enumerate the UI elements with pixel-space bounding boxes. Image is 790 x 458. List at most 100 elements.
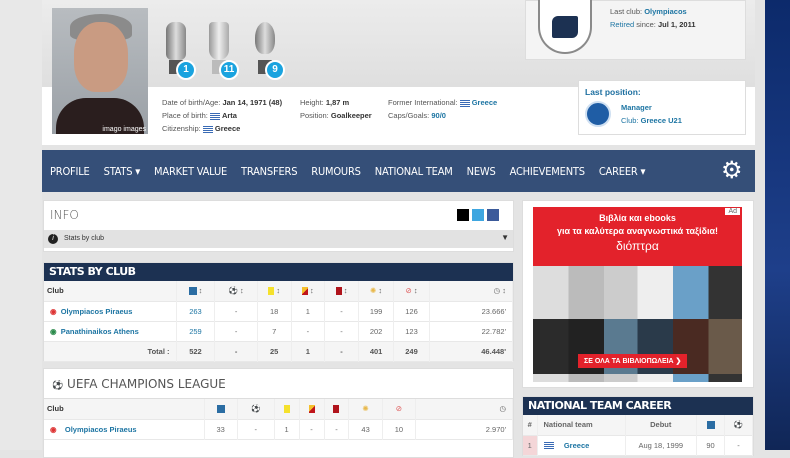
clean-sheets-icon[interactable]: ⊘ ↕ [393, 281, 430, 301]
second-yellow-icon [299, 399, 325, 419]
minutes-clock-icon: ◷ [415, 399, 513, 419]
pob-value: Arta [221, 111, 237, 120]
cell: 202 [358, 321, 395, 341]
nav-achievements[interactable]: ACHIEVEMENTS [509, 164, 585, 178]
second-yellow-icon[interactable]: ↕ [291, 281, 326, 301]
total-row: Total : 522-25 1-401 249 46.448' [44, 341, 514, 361]
retired-link[interactable]: Retired [610, 20, 635, 29]
side-advertisement[interactable] [765, 0, 790, 450]
stats-dropdown[interactable]: i Stats by club ▼ [44, 230, 513, 248]
cell: - [324, 341, 359, 361]
clean-sheets-icon: ⊘ [382, 399, 417, 419]
height-label: Height: [300, 98, 324, 107]
cell[interactable]: 259 [176, 321, 216, 341]
cup-trophy-icon[interactable]: 9 [251, 22, 285, 80]
cell: 126 [393, 301, 430, 321]
cell: 90 [696, 435, 725, 455]
info-title: INFO [50, 208, 79, 222]
red-card-icon[interactable]: ↕ [324, 281, 359, 301]
player-nav-bar: PROFILE STATS ▾ MARKET VALUE TRANSFERS R… [42, 150, 755, 192]
trophy-count: 1 [176, 60, 196, 80]
stats-by-club: STATS BY CLUB Club ↕ ⚽ ↕ ↕ ↕ ↕ ✺ ↕ ⊘ ↕ ◷… [43, 262, 514, 361]
retired-boots-icon [538, 0, 592, 54]
cell: - [214, 341, 258, 361]
book-advertisement[interactable]: Ad Βιβλία και ebooks για τα καλύτερα ανα… [533, 207, 742, 382]
nav-market-value[interactable]: MARKET VALUE [154, 164, 228, 178]
greece-flag-icon [543, 442, 554, 450]
nav-news[interactable]: NEWS [466, 164, 496, 178]
last-position-box: Last position: Manager Club: Greece U21 [578, 80, 746, 135]
cell: 401 [358, 341, 395, 361]
cell: 22.782' [429, 321, 514, 341]
club-header[interactable]: Club [44, 281, 177, 301]
cell: - [724, 435, 753, 455]
national-team-career: NATIONAL TEAM CAREER # National team Deb… [522, 396, 754, 456]
league-trophy-icon[interactable]: 11 [205, 22, 239, 80]
last-club-label: Last club: [610, 7, 643, 16]
ad-cta-button[interactable]: ΣΕ ΟΛΑ ΤΑ ΒΙΒΛΙΟΠΩΛΕΙΑ ❯ [578, 354, 688, 368]
info-col-3: Former International: Greece Caps/Goals:… [388, 96, 497, 122]
table-row: 1 Greece Aug 18, 1999 90 - [523, 435, 753, 455]
appearances-icon[interactable]: ↕ [176, 281, 216, 301]
cell: 522 [176, 341, 216, 361]
facebook-share-icon[interactable] [487, 209, 499, 221]
cell: - [214, 321, 258, 341]
club-link[interactable]: ◉ Olympiacos Piraeus [44, 419, 205, 439]
goals-icon[interactable]: ⚽ ↕ [214, 281, 258, 301]
twitter-share-icon[interactable] [472, 209, 484, 221]
goals-icon: ⚽ [237, 399, 275, 419]
greece-flag-icon [459, 99, 470, 107]
last-club-link[interactable]: Olympiacos [644, 7, 687, 16]
cell: 10 [382, 419, 417, 439]
player-photo: imago images [52, 8, 148, 134]
dob-label: Date of birth/Age: [162, 98, 221, 107]
cell[interactable]: 263 [176, 301, 216, 321]
greece-flag-icon [209, 112, 220, 120]
nav-career[interactable]: CAREER ▾ [598, 164, 646, 178]
email-share-icon[interactable] [457, 209, 469, 221]
caps-link[interactable]: 90/0 [431, 111, 446, 120]
ad-badge[interactable]: Ad [725, 208, 740, 215]
since-value: Jul 1, 2011 [657, 20, 696, 29]
ad-line1: Βιβλία και ebooks [599, 213, 676, 223]
trophy-count: 11 [219, 60, 239, 80]
cell: 1 [291, 341, 326, 361]
pob-label: Place of birth: [162, 111, 208, 120]
goals-conceded-icon[interactable]: ✺ ↕ [358, 281, 395, 301]
cell: 25 [257, 341, 292, 361]
stats-table: Club ↕ ⚽ ↕ ↕ ↕ ↕ ✺ ↕ ⊘ ↕ ◷ ↕ ◉ Olympiaco… [44, 281, 514, 362]
club-link[interactable]: ◉ Olympiacos Piraeus [44, 301, 177, 321]
dob-value: Jan 14, 1971 (48) [222, 98, 283, 107]
last-position-club-link[interactable]: Greece U21 [640, 116, 682, 125]
team-link[interactable]: Greece [537, 435, 626, 455]
ad-line2: για τα καλύτερα αναγνωστικά ταξίδια! [557, 226, 718, 236]
gear-icon[interactable]: ⚙ [721, 157, 743, 184]
citizenship-label: Citizenship: [162, 124, 201, 133]
cell: 123 [393, 321, 430, 341]
minutes-clock-icon[interactable]: ◷ ↕ [429, 281, 514, 301]
citizenship-value: Greece [214, 124, 241, 133]
intl-label: Former International: [388, 98, 458, 107]
last-position-role[interactable]: Manager [621, 103, 652, 112]
intl-link[interactable]: Greece [471, 98, 498, 107]
yellow-card-icon[interactable]: ↕ [257, 281, 292, 301]
european-championship-trophy-icon[interactable]: 1 [162, 22, 196, 80]
nav-national-team[interactable]: NATIONAL TEAM [374, 164, 453, 178]
goals-conceded-icon: ✺ [348, 399, 383, 419]
info-icon: i [48, 234, 58, 244]
appearances-icon [696, 415, 725, 435]
cell: 2.970' [415, 419, 513, 439]
club-link[interactable]: ◉ Panathinaikos Athens [44, 321, 177, 341]
position-value: Goalkeeper [330, 111, 372, 120]
page-background [0, 0, 42, 450]
cell: - [299, 419, 325, 439]
table-row: ◉ Olympiacos Piraeus 33-1- -43 10 2.970' [44, 419, 513, 439]
nav-stats[interactable]: STATS ▾ [103, 164, 141, 178]
cell: 43 [348, 419, 383, 439]
nav-transfers[interactable]: TRANSFERS [241, 164, 298, 178]
since-label: since: [636, 20, 656, 29]
cell: 199 [358, 301, 395, 321]
ad-brand-logo: διόπτρα [616, 239, 659, 253]
nav-profile[interactable]: PROFILE [50, 164, 90, 178]
nav-rumours[interactable]: RUMOURS [311, 164, 361, 178]
